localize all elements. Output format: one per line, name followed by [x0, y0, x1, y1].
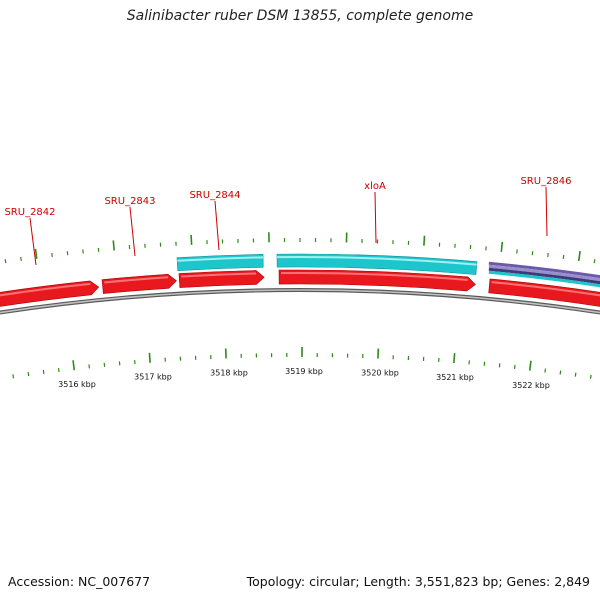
gene-sru-2846-shine	[491, 281, 600, 297]
outer-tick	[34, 248, 38, 260]
gene-sru-2842-shine	[0, 282, 91, 297]
gene-label-1: SRU_2843	[104, 196, 155, 207]
inner-tick	[453, 353, 456, 364]
outer-tick	[500, 241, 504, 252]
kbp-label-7: 3522 kbp	[512, 381, 550, 390]
outer-tick	[577, 250, 581, 262]
gene-track	[0, 253, 600, 307]
inner-tick	[589, 374, 592, 379]
gene-label-3: xloA	[364, 181, 386, 192]
gene-label-0: SRU_2842	[4, 207, 55, 218]
gene-sru-2843-shine	[104, 276, 169, 284]
genome-backbone	[0, 287, 600, 315]
label-leader-line	[129, 206, 136, 257]
kbp-label-6: 3521 kbp	[436, 373, 474, 382]
outer-tick	[20, 256, 22, 262]
outer-tick	[593, 259, 596, 264]
feature-purple-band-0	[488, 261, 600, 279]
feature-cyan-2-shine	[277, 256, 477, 266]
map-title: Salinibacter ruber DSM 13855, complete g…	[126, 8, 474, 24]
label-leader-line	[214, 200, 220, 251]
inner-tick	[544, 368, 547, 373]
gene-sru-2844-shine	[181, 272, 257, 278]
gene-label-4: SRU_2846	[520, 176, 571, 187]
gene-xloa	[278, 269, 476, 292]
gene-label-track: SRU_2842 SRU_2843 SRU_2844 xloA SRU_2846	[4, 176, 572, 266]
gene-xloa-shine	[281, 272, 468, 281]
accession-label: Accession: NC_007677	[8, 574, 151, 589]
feature-cyan-1-shine	[177, 256, 264, 262]
backbone-highlight-line	[0, 289, 600, 314]
inner-tick	[72, 360, 76, 371]
inner-tick-track	[12, 347, 592, 379]
inner-tick	[12, 374, 15, 379]
kbp-label-4: 3519 kbp	[285, 367, 323, 376]
feature-purple-band-1	[488, 264, 600, 282]
inner-tick	[148, 352, 151, 363]
gene-sru-2843	[101, 273, 177, 294]
kbp-label-1: 3516 kbp	[58, 380, 96, 389]
feature-cyan-2	[276, 253, 478, 275]
inner-tick	[27, 371, 30, 377]
inner-tick	[559, 370, 562, 375]
genome-summary: Topology: circular; Length: 3,551,823 bp…	[246, 574, 590, 589]
label-leader-line	[29, 217, 37, 266]
kbp-label-2: 3517 kbp	[134, 373, 172, 382]
label-leader-line	[374, 191, 377, 244]
inner-tick	[528, 360, 532, 371]
outer-tick	[112, 240, 115, 251]
outer-tick	[562, 254, 565, 259]
gene-sru-2842	[0, 280, 100, 307]
gene-sru-2846	[488, 278, 600, 307]
outer-tick	[4, 259, 7, 264]
outer-tick	[190, 234, 193, 245]
feature-purple-band-3	[488, 270, 600, 288]
gene-label-2: SRU_2844	[189, 190, 240, 201]
inner-tick	[574, 372, 577, 377]
feature-purple-band-2	[488, 267, 600, 285]
kbp-label-3: 3518 kbp	[210, 368, 248, 377]
inner-tick	[42, 369, 45, 375]
outer-tick	[423, 235, 426, 246]
kbp-label-5: 3520 kbp	[361, 369, 399, 378]
kbp-scale: 3516 kbp 3517 kbp 3518 kbp 3519 kbp 3520 kbp…	[58, 367, 550, 390]
label-leader-line	[545, 186, 548, 237]
outer-tick-track	[4, 232, 596, 264]
